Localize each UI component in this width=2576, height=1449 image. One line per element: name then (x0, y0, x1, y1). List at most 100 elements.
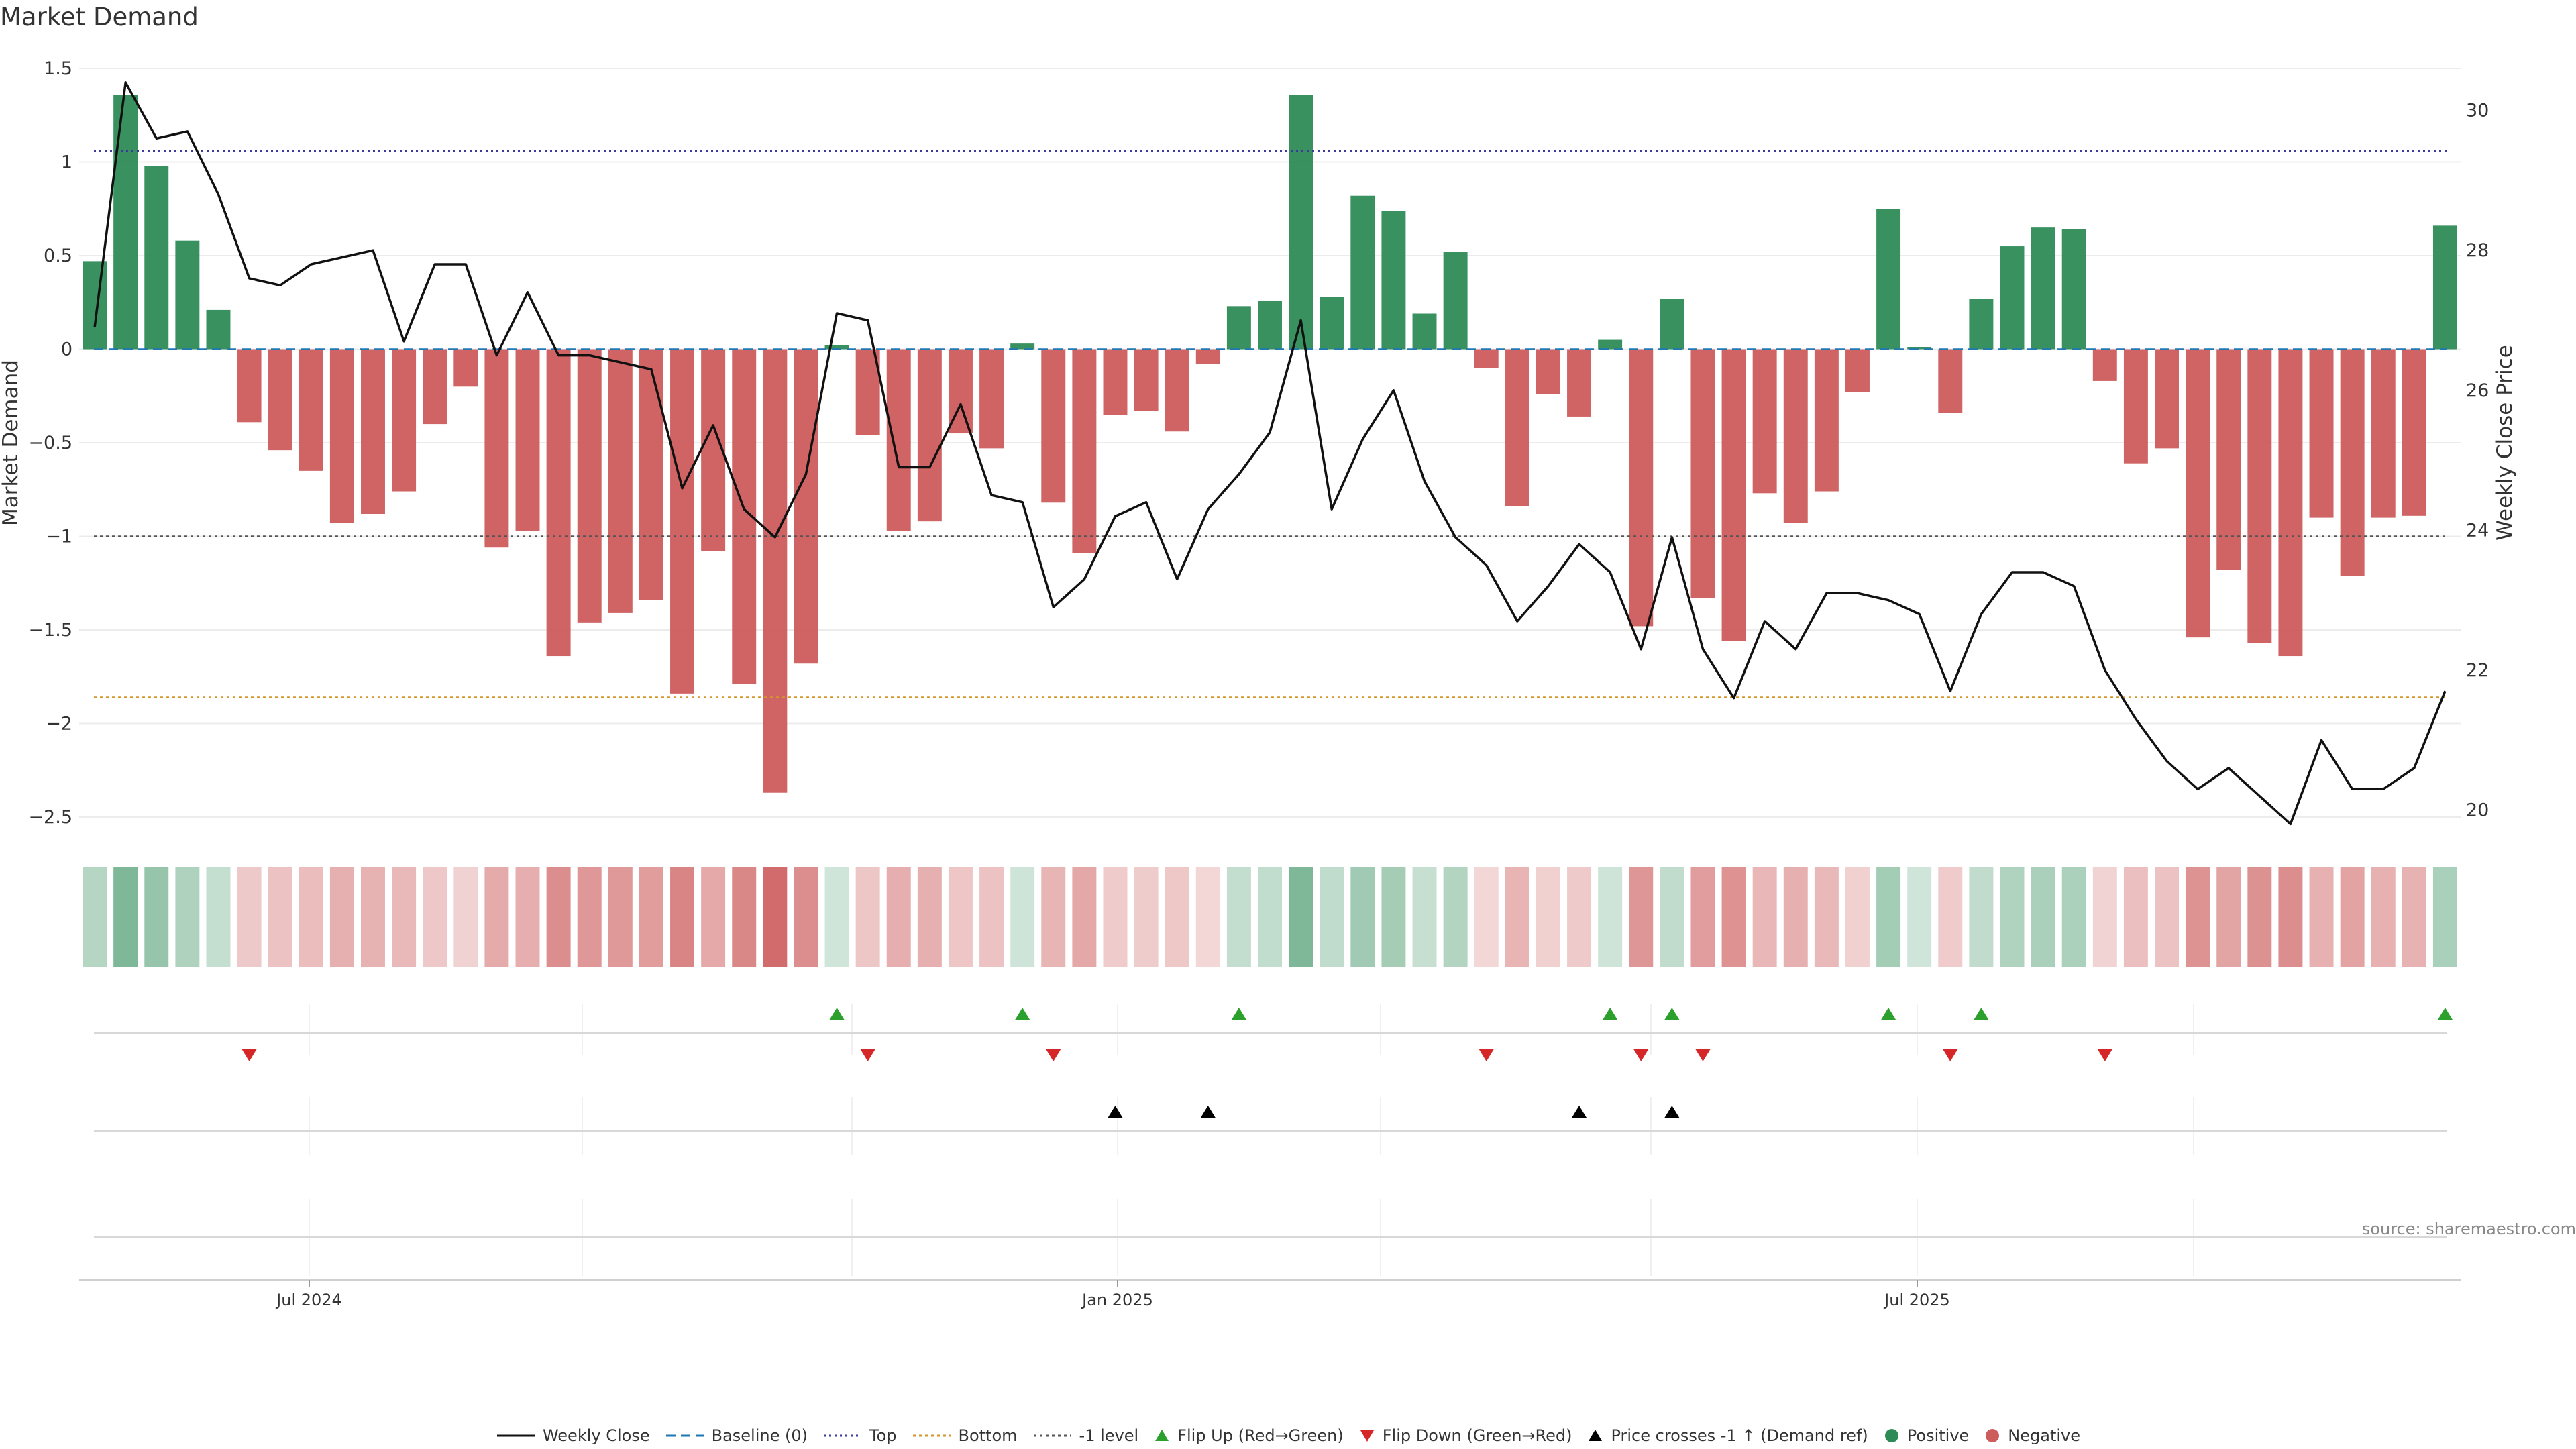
y2-tick-label: 22 (2466, 660, 2489, 681)
price-cross-marker (1200, 1106, 1216, 1118)
y2-tick-label: 26 (2466, 380, 2489, 401)
heat-cell (2340, 867, 2365, 967)
heat-cell (577, 867, 602, 967)
demand-bar (1721, 349, 1746, 641)
heat-cell (392, 867, 417, 967)
legend-label: Flip Down (Green→Red) (1382, 1426, 1572, 1445)
demand-bar (484, 349, 509, 548)
heat-cell (1598, 867, 1623, 967)
heat-cell (329, 867, 354, 967)
legend-label: Negative (2008, 1426, 2081, 1445)
heat-cell (2247, 867, 2272, 967)
legend-item-minus-one: -1 level (1032, 1426, 1139, 1445)
demand-bar (299, 349, 323, 471)
y2-tick-label: 30 (2466, 101, 2489, 121)
demand-bar (2402, 349, 2426, 516)
y2-axis-label: Weekly Close Price (2493, 345, 2517, 541)
demand-bar (2371, 349, 2396, 518)
demand-bar (1783, 349, 1808, 523)
demand-bar (608, 349, 633, 613)
demand-bar (329, 349, 354, 523)
demand-bar (639, 349, 663, 600)
demand-bar (392, 349, 417, 492)
demand-bar (2031, 227, 2055, 350)
heat-cell (732, 867, 757, 967)
flip-up-marker (2437, 1008, 2453, 1020)
demand-bar (113, 95, 138, 350)
x-tick-label: Jan 2025 (1081, 1291, 1153, 1309)
heat-cell (206, 867, 231, 967)
demand-bar (1412, 313, 1437, 350)
price-cross-marker (1572, 1106, 1587, 1118)
y-tick-label: −1.5 (28, 620, 72, 641)
heat-cell (1845, 867, 1870, 967)
demand-bar (577, 349, 602, 623)
legend-label: Top (869, 1426, 897, 1445)
heat-cell (2031, 867, 2055, 967)
y-axis-label: Market Demand (0, 360, 23, 526)
heat-cell (1289, 867, 1313, 967)
demand-bar (2061, 229, 2086, 350)
heat-cell (979, 867, 1004, 967)
demand-bar (1814, 349, 1839, 492)
demand-bar (1258, 300, 1282, 350)
legend-label: Weekly Close (542, 1426, 650, 1445)
legend-item-cross: Price crosses -1 ↑ (Demand ref) (1587, 1426, 1868, 1445)
legend-label: Price crosses -1 ↑ (Demand ref) (1611, 1426, 1868, 1445)
flip-down-marker (1633, 1049, 1649, 1061)
demand-bar (1845, 349, 1870, 392)
flip-up-marker (1664, 1008, 1680, 1020)
heat-cell (2092, 867, 2117, 967)
legend-swatch (912, 1434, 951, 1437)
flip-up-marker (1603, 1008, 1618, 1020)
demand-bar (1969, 299, 1994, 350)
flip-down-marker (860, 1049, 875, 1061)
y2-tick-label: 24 (2466, 520, 2489, 541)
heat-cell (763, 867, 788, 967)
demand-bar (268, 349, 292, 451)
y-tick-label: 1.5 (44, 58, 72, 79)
heat-cell (1134, 867, 1159, 967)
legend-item-negative: Negative (1984, 1426, 2080, 1445)
legend-swatch (496, 1434, 535, 1437)
legend-swatch (824, 1434, 861, 1437)
demand-bar (794, 349, 818, 664)
legend-label: -1 level (1079, 1426, 1139, 1445)
x-tick-label: Jul 2024 (275, 1291, 342, 1309)
heat-cell (639, 867, 663, 967)
heat-cell (1103, 867, 1128, 967)
demand-bar (1041, 349, 1066, 503)
heat-cell (1320, 867, 1344, 967)
chart-title: Market Demand (0, 3, 199, 32)
demand-bar (2092, 349, 2117, 381)
demand-bar (670, 349, 695, 694)
heat-cell (794, 867, 818, 967)
demand-bar (1629, 349, 1654, 627)
y-tick-label: −1 (46, 527, 72, 547)
legend-item-baseline: Baseline (0) (665, 1426, 808, 1445)
source-note: source: sharemaestro.com (2361, 1220, 2576, 1238)
heat-cell (2216, 867, 2241, 967)
demand-bar (1226, 306, 1251, 350)
heat-cell (1938, 867, 1963, 967)
heat-cell (1443, 867, 1468, 967)
heat-cell (1876, 867, 1901, 967)
flip-up-marker (1881, 1008, 1896, 1020)
legend-swatch (665, 1434, 704, 1437)
demand-bar (2000, 246, 2025, 350)
flip-down-marker (1479, 1049, 1494, 1061)
heat-cell (144, 867, 169, 967)
demand-bar (423, 349, 447, 425)
legend-item-line: Weekly Close (496, 1426, 650, 1445)
heat-cell (1752, 867, 1777, 967)
demand-bar (979, 349, 1004, 449)
demand-bar (2432, 225, 2457, 350)
heat-cell (299, 867, 323, 967)
demand-bar (1320, 297, 1344, 350)
demand-bar (1505, 349, 1529, 506)
demand-bar (2278, 349, 2303, 657)
demand-bar (1907, 347, 1932, 350)
heat-cell (1412, 867, 1437, 967)
heat-cell (2000, 867, 2025, 967)
heat-cell (268, 867, 292, 967)
